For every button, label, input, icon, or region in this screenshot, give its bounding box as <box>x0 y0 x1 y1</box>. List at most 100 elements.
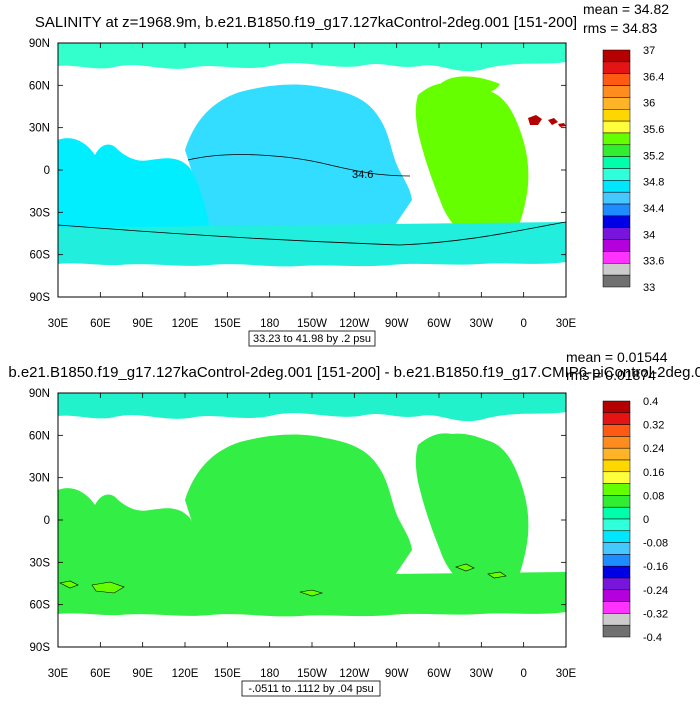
x-tick-label: 30W <box>470 318 494 330</box>
colorbar-swatch <box>602 239 631 252</box>
colorbar-swatch <box>602 589 631 602</box>
colorbar-label: 0 <box>643 514 649 526</box>
colorbar-swatch <box>602 424 631 437</box>
y-tick-label: 0 <box>44 515 50 527</box>
y-tick-label: 90N <box>29 38 50 50</box>
x-tick-label: 180 <box>260 318 279 330</box>
top-title: SALINITY at z=1968.9m, b.e21.B1850.f19_g… <box>35 14 577 31</box>
top-rms: rms = 34.83 <box>583 20 658 36</box>
x-tick-label: 120E <box>172 668 199 680</box>
colorbar-swatch <box>602 132 631 146</box>
bottom-southern-patches <box>59 563 507 597</box>
bottom-pacific-ocean <box>185 434 412 589</box>
colorbar-swatch <box>602 601 631 614</box>
colorbar-swatch <box>602 203 631 217</box>
colorbar-swatch <box>602 61 631 74</box>
colorbar-label: 34.8 <box>643 177 664 189</box>
bottom-atlantic-ocean <box>415 433 529 588</box>
colorbar-swatch <box>602 624 631 638</box>
colorbar-swatch <box>602 459 631 473</box>
colorbar-swatch <box>602 168 631 181</box>
bottom-map <box>58 393 566 647</box>
colorbar-swatch <box>602 436 631 449</box>
x-tick-label: 90E <box>132 668 153 680</box>
colorbar-label: -0.16 <box>643 561 668 573</box>
colorbar-swatch <box>602 156 631 169</box>
top-southern-ocean <box>58 222 566 267</box>
colorbar-swatch <box>602 144 631 157</box>
colorbar-label: -0.4 <box>643 632 662 644</box>
top-colorbar: 37 36.4 36 35.6 35.2 34.8 34.4 34 33.6 33 <box>602 45 664 294</box>
colorbar-swatch <box>602 120 631 134</box>
top-north-atlantic-patch <box>439 76 500 96</box>
bottom-contour-info: -.0511 to .1112 by .04 psu <box>248 683 373 695</box>
colorbar-label: 0.08 <box>643 490 664 502</box>
colorbar-swatch <box>602 73 631 86</box>
bottom-arctic-ocean <box>58 393 566 422</box>
bottom-axis-ticks: 30E 60E 90E 120E 150E 180 150W 120W 90W 60W 30W 0 30… <box>29 388 577 680</box>
colorbar-label: 35.2 <box>643 150 664 162</box>
colorbar-swatch <box>602 530 631 543</box>
top-arctic-ocean <box>58 43 566 72</box>
bottom-info-box <box>241 680 381 697</box>
x-tick-label: 30E <box>48 668 69 680</box>
x-tick-label: 90E <box>132 318 153 330</box>
colorbar-swatch <box>602 412 631 425</box>
x-tick-label: 30E <box>556 318 577 330</box>
colorbar-swatch <box>602 109 631 122</box>
top-panel: SALINITY at z=1968.9m, b.e21.B1850.f19_g… <box>29 1 669 347</box>
y-tick-label: 90N <box>29 388 50 400</box>
colorbar-label: 0.16 <box>643 467 664 479</box>
x-tick-label: 90W <box>385 318 409 330</box>
colorbar-label: 33 <box>643 282 655 294</box>
colorbar-swatch <box>602 400 631 414</box>
top-axis-ticks: 30E 60E 90E 120E 150E 180 150W 120W 90W 60W 30W 0 30… <box>29 38 577 330</box>
colorbar-swatch <box>602 180 631 193</box>
x-tick-label: 150E <box>214 668 241 680</box>
colorbar-label: -0.24 <box>643 585 668 597</box>
top-contour-label: 34.6 <box>352 169 373 181</box>
colorbar-swatch <box>602 215 631 228</box>
y-tick-label: 30S <box>30 207 51 219</box>
colorbar-swatch <box>602 447 631 461</box>
colorbar-swatch <box>602 577 631 591</box>
x-tick-label: 60E <box>90 318 111 330</box>
y-tick-label: 60S <box>30 250 51 262</box>
colorbar-label: -0.32 <box>643 608 668 620</box>
colorbar-swatch <box>602 227 631 240</box>
x-tick-label: 0 <box>520 318 526 330</box>
y-tick-label: 30S <box>30 557 51 569</box>
colorbar-swatch <box>602 518 631 532</box>
y-tick-label: 60N <box>29 80 50 92</box>
colorbar-swatch <box>602 49 631 63</box>
top-indian-ocean <box>58 138 210 233</box>
colorbar-label: 34 <box>643 229 655 241</box>
y-tick-label: 0 <box>44 165 50 177</box>
x-tick-label: 120W <box>339 668 369 680</box>
colorbar-swatch <box>602 495 631 508</box>
colorbar-swatch <box>602 613 631 626</box>
x-tick-label: 60W <box>427 668 451 680</box>
bottom-title: b.e21.B1850.f19_g17.127kaControl-2deg.00… <box>8 364 700 381</box>
colorbar-swatch <box>602 97 631 110</box>
top-med-outflow <box>528 115 566 127</box>
bottom-colorbar: 0.4 0.32 0.24 0.16 0.08 0 -0.08 -0.16 -0.24 -0.32… <box>602 396 668 644</box>
y-tick-label: 60N <box>29 430 50 442</box>
colorbar-label: 0.32 <box>643 420 664 432</box>
colorbar-label: 33.6 <box>643 256 664 268</box>
x-tick-label: 0 <box>520 668 526 680</box>
colorbar-swatch <box>602 85 631 98</box>
bottom-rms: rms = 0.01874 <box>566 367 656 383</box>
colorbar-swatch <box>602 274 631 288</box>
x-tick-label: 30E <box>48 318 69 330</box>
x-tick-label: 150W <box>297 318 327 330</box>
top-info-box <box>248 330 376 347</box>
colorbar-label: 34.4 <box>643 203 664 215</box>
colorbar-swatch <box>602 565 631 579</box>
top-atlantic-ocean <box>415 83 529 239</box>
top-pacific-ocean <box>185 84 412 239</box>
colorbar-swatch <box>602 483 631 496</box>
x-tick-label: 180 <box>260 668 279 680</box>
colorbar-label: 0.24 <box>643 443 664 455</box>
